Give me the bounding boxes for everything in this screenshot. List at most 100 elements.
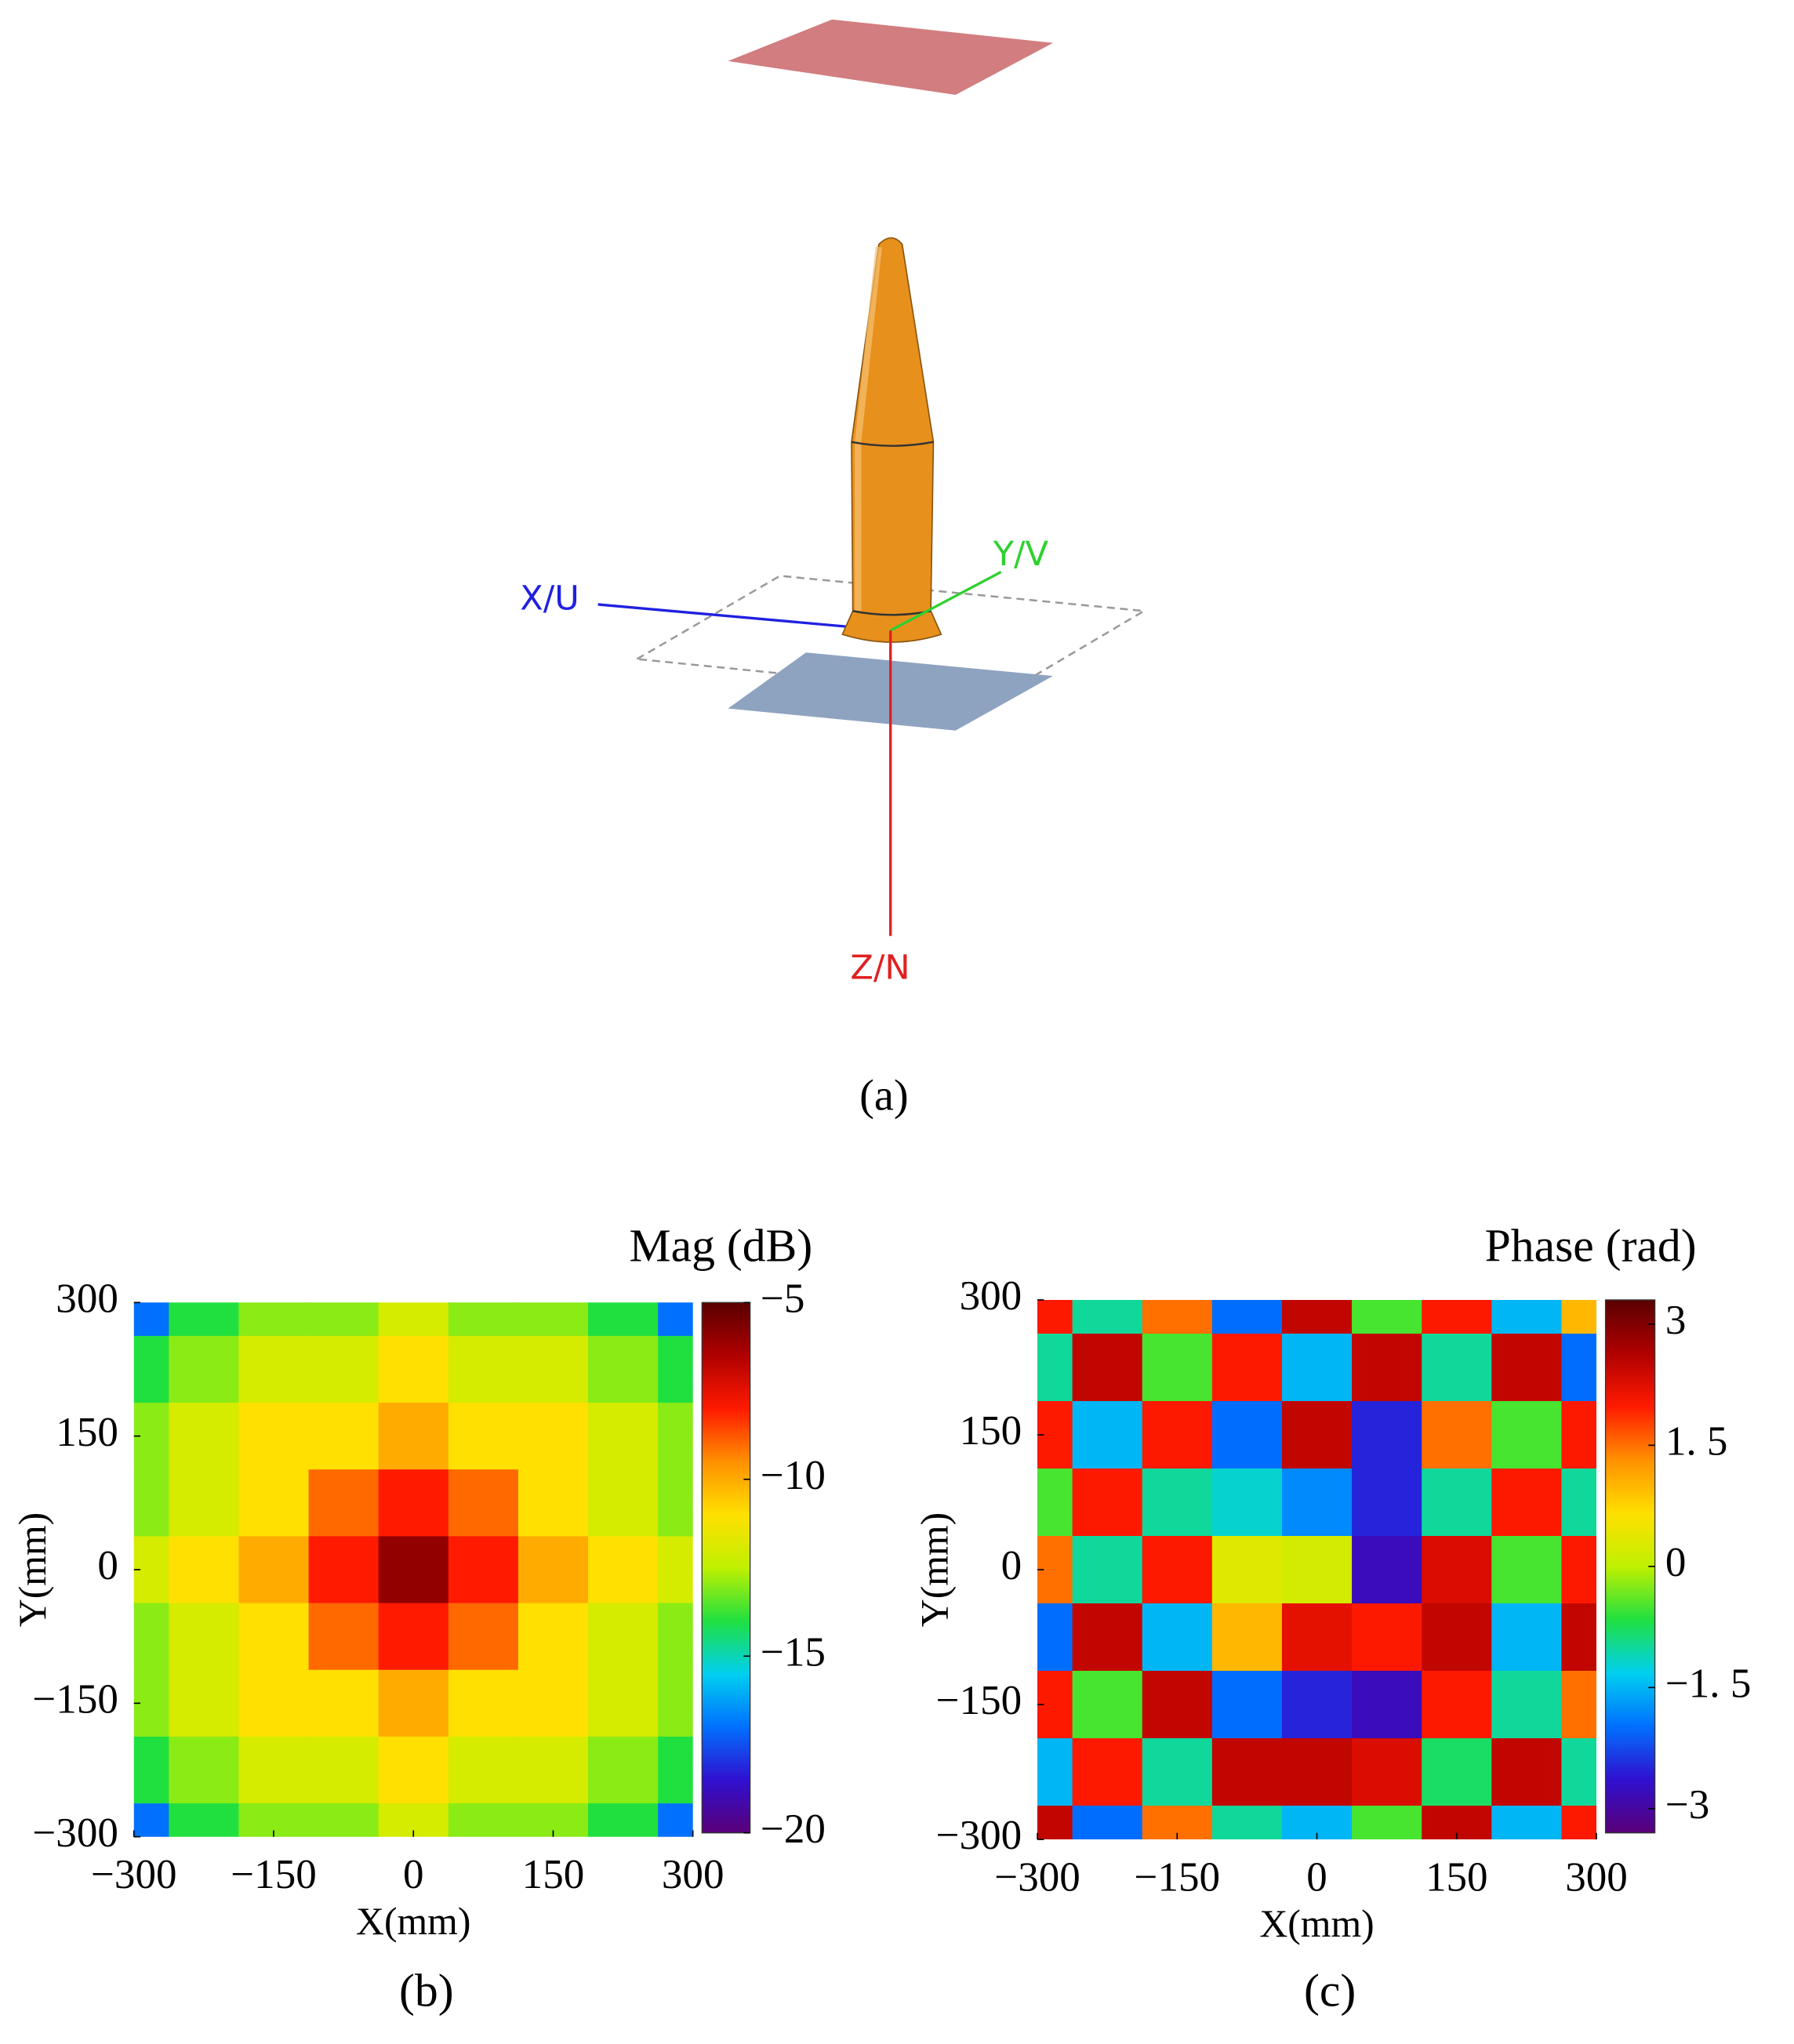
heatmap-cell — [133, 1736, 170, 1804]
colorbar-tick-label: −3 — [1665, 1782, 1709, 1828]
heatmap-cell — [1281, 1603, 1353, 1672]
colorbar-tick-label: −10 — [761, 1453, 826, 1498]
heatmap-cell — [1037, 1738, 1073, 1806]
heatmap-cell — [1422, 1333, 1493, 1402]
heatmap-cell — [1491, 1333, 1563, 1402]
heatmap-cell — [1281, 1299, 1353, 1334]
colorbar-tick-label: 1. 5 — [1665, 1419, 1728, 1465]
heatmap-cell — [1142, 1333, 1213, 1402]
heatmap-cell — [1352, 1603, 1423, 1672]
heatmap-cell — [169, 1469, 240, 1538]
x-tick-label: −300 — [994, 1854, 1080, 1900]
heatmap-cell — [1561, 1400, 1596, 1469]
heatmap-cell — [169, 1603, 240, 1671]
heatmap-cell — [1142, 1603, 1213, 1672]
colorbar-tick-label: −20 — [761, 1806, 826, 1852]
heatmap-cell — [169, 1803, 240, 1837]
y-axis-label: Y(mm) — [11, 1512, 54, 1627]
heatmap-cell — [169, 1536, 240, 1604]
heatmap-cell — [308, 1403, 380, 1471]
heatmap-cell — [1281, 1738, 1353, 1806]
heatmap-cell — [1352, 1738, 1423, 1806]
heatmap-cell — [658, 1603, 693, 1671]
x-tick-label: 150 — [522, 1852, 585, 1897]
heatmap-cell — [1037, 1806, 1073, 1840]
bullet-seam — [851, 441, 934, 447]
heatmap-cell — [1142, 1400, 1213, 1469]
heatmap-cell — [238, 1536, 310, 1604]
heatmap-cell — [169, 1335, 240, 1403]
x-tick-label: 0 — [1306, 1854, 1327, 1900]
chart-title: Mag (dB) — [630, 1220, 813, 1272]
heatmap-cell — [238, 1469, 310, 1538]
heatmap-cell — [1211, 1603, 1283, 1672]
heatmap-cell — [518, 1603, 589, 1671]
heatmap-cell — [658, 1536, 693, 1604]
heatmap-cell — [133, 1469, 170, 1538]
heatmap-cell — [1352, 1400, 1423, 1469]
colorbar-tick-label: −5 — [761, 1276, 804, 1321]
colorbar — [701, 1302, 751, 1834]
heatmap-cell — [1072, 1671, 1143, 1739]
heatmap-cell — [1491, 1400, 1563, 1469]
heatmap-chart: −300 −150 0 150 300 −300 −150 0 150 300 X(mm) Y(mm)… — [11, 1220, 826, 2017]
heatmap-cell — [1211, 1738, 1283, 1806]
heatmap-cell — [1491, 1468, 1563, 1537]
diagram: X/U Y/V Z/N (a) — [520, 19, 1147, 1120]
heatmap-cell — [308, 1603, 380, 1671]
heatmap-chart: −300 −150 0 150 300 −300 −150 0 150 300 X(mm) Y(mm)… — [913, 1220, 1751, 2017]
heatmap-cell — [448, 1335, 519, 1403]
upper-plane — [728, 19, 1053, 96]
heatmap-cell — [518, 1669, 589, 1737]
heatmap-cell — [238, 1669, 310, 1737]
heatmap-cell — [378, 1536, 449, 1604]
heatmap-cell — [1561, 1299, 1596, 1334]
heatmap-cell — [1352, 1671, 1423, 1739]
heatmap-cell — [238, 1302, 310, 1337]
heatmap-cell — [1561, 1806, 1596, 1840]
x-axis-label: X(mm) — [356, 1900, 470, 1943]
y-tick-label: 0 — [97, 1543, 118, 1588]
heatmap-cell — [1422, 1603, 1493, 1672]
heatmap-cell — [518, 1335, 589, 1403]
x-tick-label: 150 — [1425, 1854, 1488, 1900]
heatmap-cell — [1561, 1603, 1596, 1672]
heatmap-cell — [1491, 1671, 1563, 1739]
heatmap-cell — [1211, 1535, 1283, 1604]
heatmap-cell — [588, 1669, 659, 1737]
heatmap-cell — [1422, 1299, 1493, 1334]
heatmap-cell — [1422, 1400, 1493, 1469]
heatmap-cell — [169, 1669, 240, 1737]
heatmap-cell — [238, 1335, 310, 1403]
heatmap-cell — [378, 1603, 449, 1671]
heatmap-cell — [588, 1469, 659, 1538]
heatmap-cell — [133, 1803, 170, 1837]
heatmap-cell — [1142, 1468, 1213, 1537]
heatmap-cell — [1281, 1468, 1353, 1537]
x-axis-label: X(mm) — [1259, 1902, 1374, 1945]
heatmap-cell — [588, 1536, 659, 1604]
heatmap-cell — [1491, 1806, 1563, 1840]
heatmap-cell — [588, 1803, 659, 1837]
heatmap-cell — [588, 1302, 659, 1337]
heatmap-cell — [1352, 1333, 1423, 1402]
heatmap-cell — [518, 1736, 589, 1804]
heatmap-cell — [658, 1803, 693, 1837]
heatmap-cell — [1281, 1400, 1353, 1469]
heatmap-cell — [1561, 1468, 1596, 1537]
heatmap-cell — [658, 1302, 693, 1337]
heatmap-cell — [308, 1469, 380, 1538]
heatmap-cell — [588, 1736, 659, 1804]
heatmap-cell — [378, 1469, 449, 1538]
heatmap-cell — [1561, 1671, 1596, 1739]
heatmap-cell — [308, 1736, 380, 1804]
heatmap-cell — [1352, 1468, 1423, 1537]
heatmap-cells — [133, 1302, 693, 1837]
x-tick-label: −150 — [1135, 1854, 1220, 1900]
y-tick-label: 0 — [1001, 1543, 1022, 1588]
heatmap-cell — [448, 1536, 519, 1604]
heatmap-cell — [1211, 1400, 1283, 1469]
heatmap-cell — [1422, 1671, 1493, 1739]
x-tick-label: −150 — [231, 1852, 316, 1897]
